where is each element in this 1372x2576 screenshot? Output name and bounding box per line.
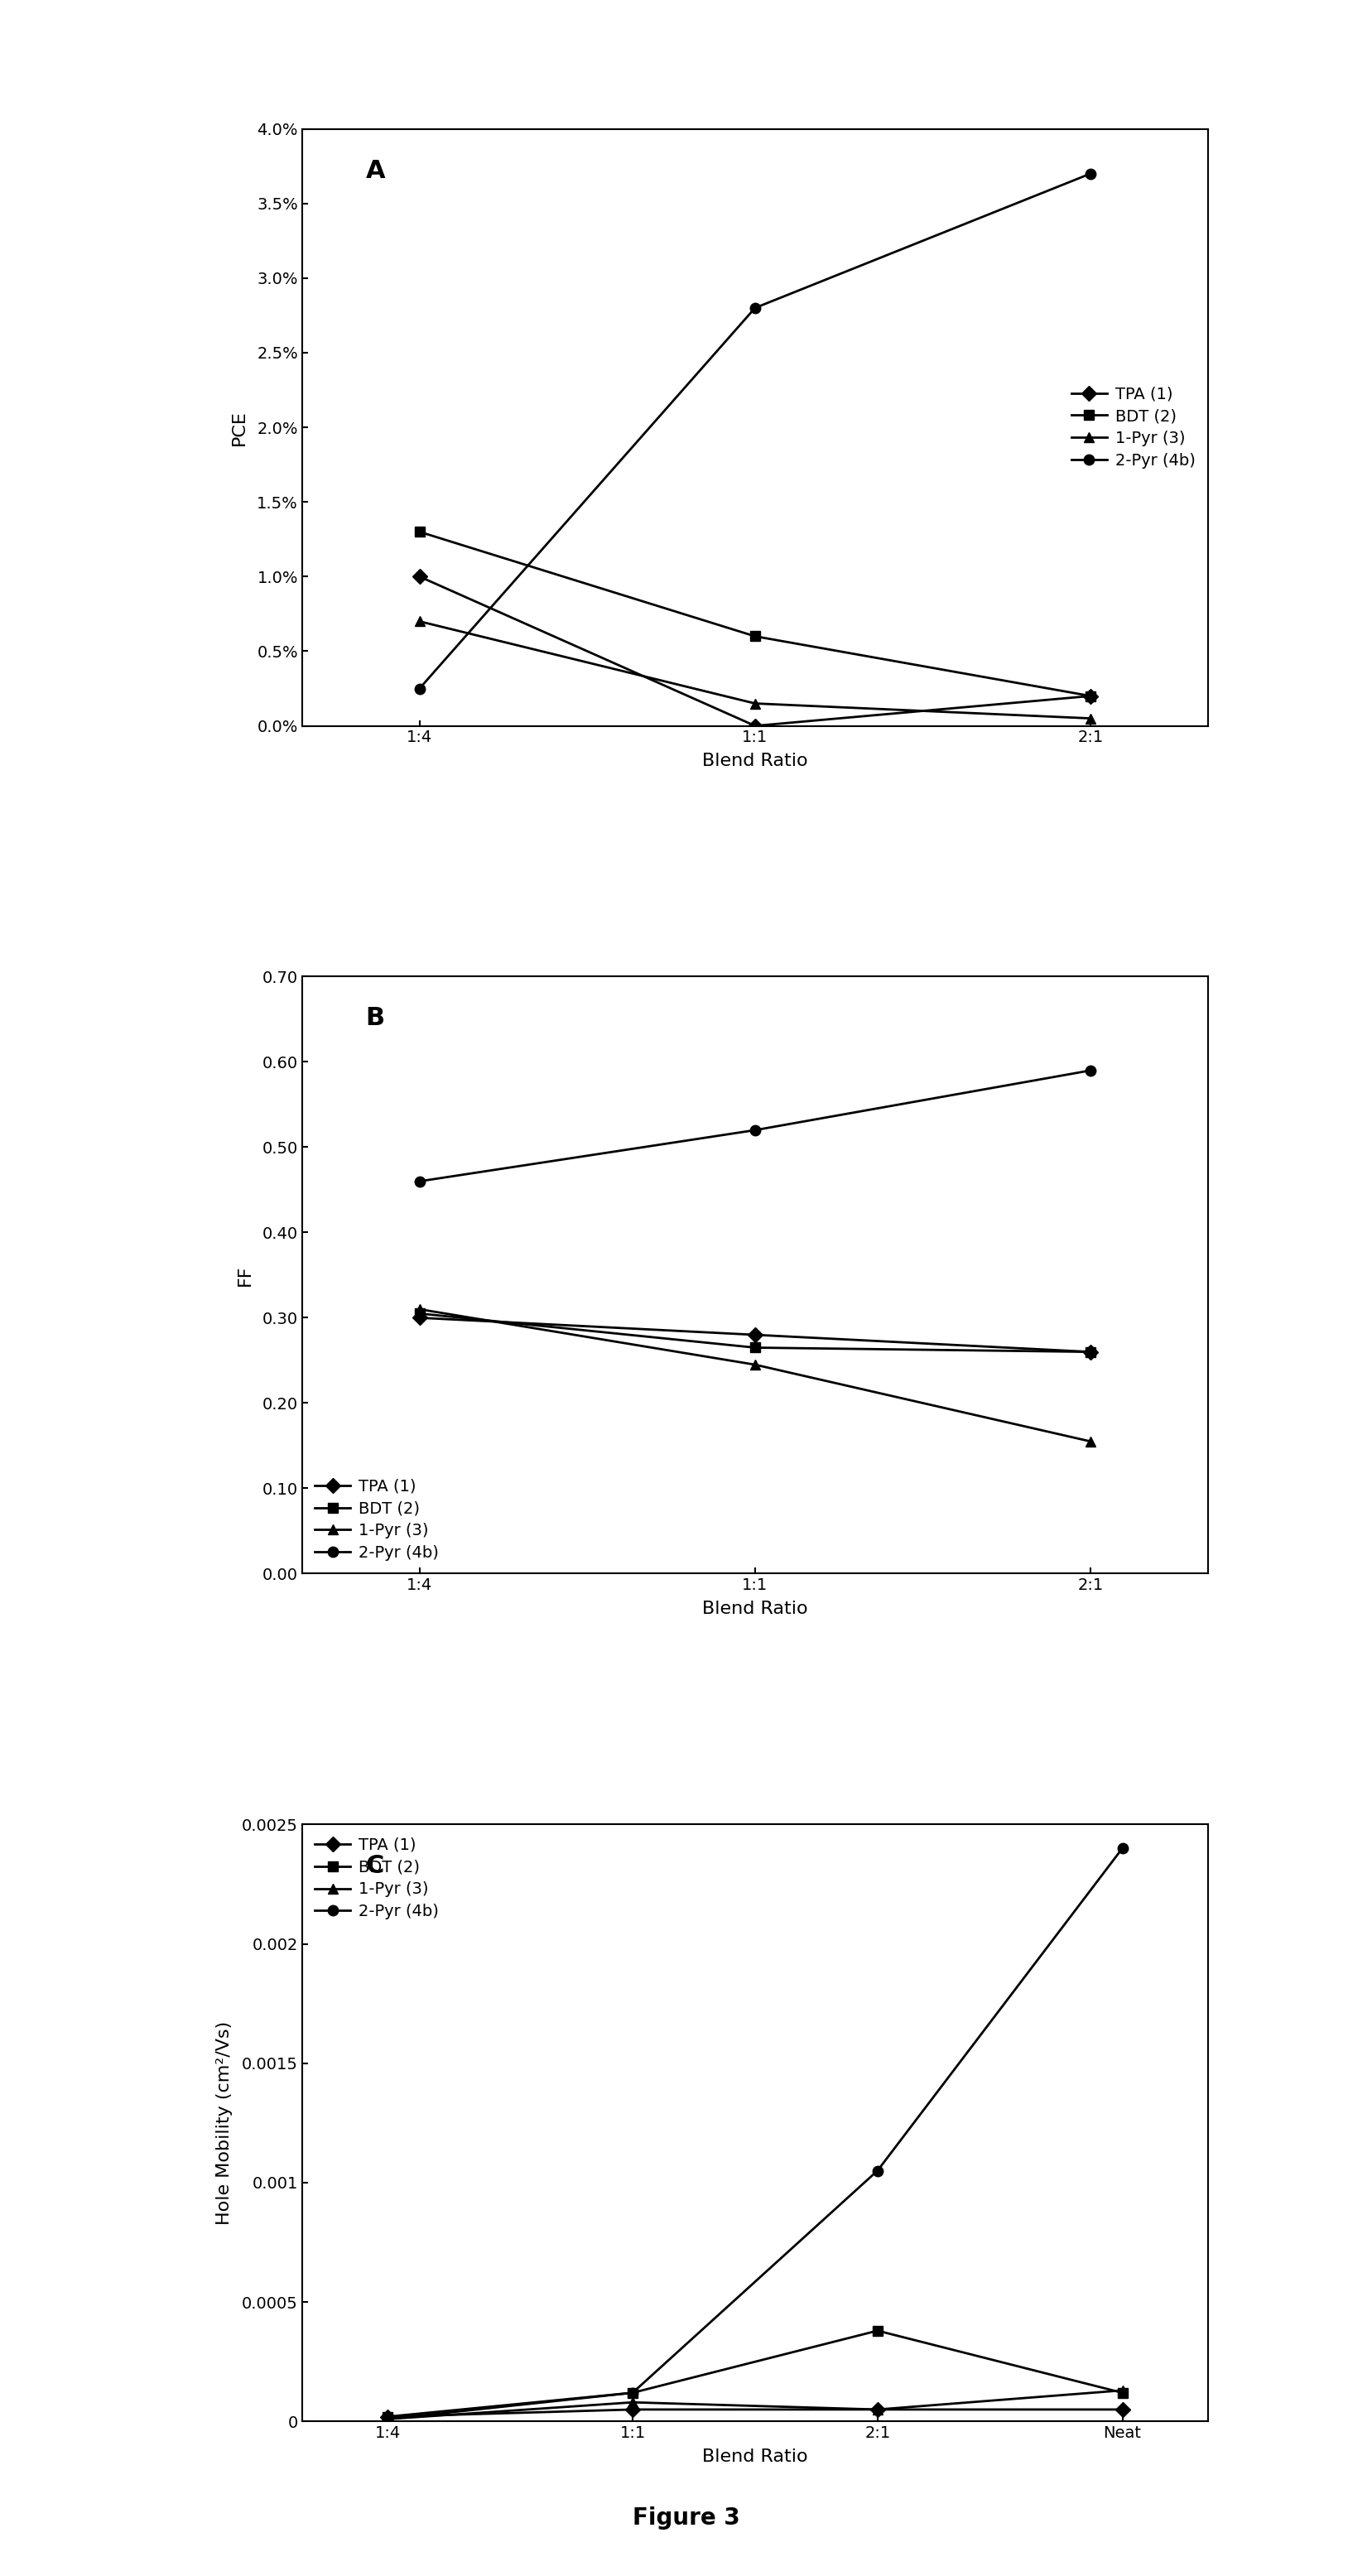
Line: TPA (1): TPA (1) bbox=[414, 572, 1095, 732]
1-Pyr (3) bbox=[412, 1293, 428, 1324]
Text: A: A bbox=[365, 160, 384, 183]
TPA (1) bbox=[624, 2393, 641, 2424]
TPA (1) bbox=[746, 1319, 763, 1350]
TPA (1) bbox=[868, 2393, 885, 2424]
TPA (1) bbox=[1081, 680, 1098, 711]
Line: 1-Pyr (3): 1-Pyr (3) bbox=[383, 2385, 1126, 2424]
BDT (2) bbox=[1114, 2378, 1131, 2409]
1-Pyr (3) bbox=[412, 605, 428, 636]
X-axis label: Blend Ratio: Blend Ratio bbox=[702, 2447, 807, 2465]
TPA (1) bbox=[379, 2401, 395, 2432]
1-Pyr (3) bbox=[379, 2403, 395, 2434]
Line: 2-Pyr (4b): 2-Pyr (4b) bbox=[383, 1842, 1126, 2424]
BDT (2) bbox=[746, 621, 763, 652]
Legend: TPA (1), BDT (2), 1-Pyr (3), 2-Pyr (4b): TPA (1), BDT (2), 1-Pyr (3), 2-Pyr (4b) bbox=[310, 1473, 443, 1566]
BDT (2) bbox=[379, 2401, 395, 2432]
Line: BDT (2): BDT (2) bbox=[414, 1309, 1095, 1358]
BDT (2) bbox=[412, 1298, 428, 1329]
Y-axis label: PCE: PCE bbox=[230, 410, 247, 446]
Line: BDT (2): BDT (2) bbox=[414, 526, 1095, 701]
BDT (2) bbox=[412, 515, 428, 546]
2-Pyr (4b) bbox=[1114, 1834, 1131, 1865]
Text: C: C bbox=[365, 1855, 384, 1878]
1-Pyr (3) bbox=[1114, 2375, 1131, 2406]
Y-axis label: FF: FF bbox=[236, 1265, 252, 1285]
2-Pyr (4b) bbox=[624, 2378, 641, 2409]
Line: 2-Pyr (4b): 2-Pyr (4b) bbox=[414, 1066, 1095, 1188]
1-Pyr (3) bbox=[868, 2393, 885, 2424]
Line: TPA (1): TPA (1) bbox=[383, 2403, 1126, 2421]
TPA (1) bbox=[1081, 1337, 1098, 1368]
Y-axis label: Hole Mobility (cm²/Vs): Hole Mobility (cm²/Vs) bbox=[215, 2022, 232, 2226]
TPA (1) bbox=[1114, 2393, 1131, 2424]
2-Pyr (4b) bbox=[412, 672, 428, 703]
1-Pyr (3) bbox=[624, 2388, 641, 2419]
TPA (1) bbox=[746, 711, 763, 742]
TPA (1) bbox=[412, 562, 428, 592]
Legend: TPA (1), BDT (2), 1-Pyr (3), 2-Pyr (4b): TPA (1), BDT (2), 1-Pyr (3), 2-Pyr (4b) bbox=[310, 1832, 443, 1924]
TPA (1) bbox=[412, 1303, 428, 1334]
Legend: TPA (1), BDT (2), 1-Pyr (3), 2-Pyr (4b): TPA (1), BDT (2), 1-Pyr (3), 2-Pyr (4b) bbox=[1066, 381, 1199, 474]
2-Pyr (4b) bbox=[746, 294, 763, 325]
BDT (2) bbox=[1081, 680, 1098, 711]
Line: BDT (2): BDT (2) bbox=[383, 2326, 1126, 2421]
BDT (2) bbox=[624, 2378, 641, 2409]
Line: 1-Pyr (3): 1-Pyr (3) bbox=[414, 616, 1095, 724]
2-Pyr (4b) bbox=[1081, 157, 1098, 188]
X-axis label: Blend Ratio: Blend Ratio bbox=[702, 1600, 807, 1618]
2-Pyr (4b) bbox=[746, 1115, 763, 1146]
BDT (2) bbox=[868, 2316, 885, 2347]
2-Pyr (4b) bbox=[379, 2403, 395, 2434]
X-axis label: Blend Ratio: Blend Ratio bbox=[702, 752, 807, 770]
Text: B: B bbox=[365, 1007, 384, 1030]
Line: 2-Pyr (4b): 2-Pyr (4b) bbox=[414, 167, 1095, 693]
1-Pyr (3) bbox=[1081, 703, 1098, 734]
2-Pyr (4b) bbox=[412, 1167, 428, 1198]
1-Pyr (3) bbox=[746, 1350, 763, 1381]
2-Pyr (4b) bbox=[868, 2156, 885, 2187]
Line: 1-Pyr (3): 1-Pyr (3) bbox=[414, 1303, 1095, 1448]
BDT (2) bbox=[1081, 1337, 1098, 1368]
BDT (2) bbox=[746, 1332, 763, 1363]
Text: Figure 3: Figure 3 bbox=[632, 2506, 740, 2530]
1-Pyr (3) bbox=[1081, 1427, 1098, 1458]
Line: TPA (1): TPA (1) bbox=[414, 1314, 1095, 1358]
1-Pyr (3) bbox=[746, 688, 763, 719]
2-Pyr (4b) bbox=[1081, 1056, 1098, 1087]
